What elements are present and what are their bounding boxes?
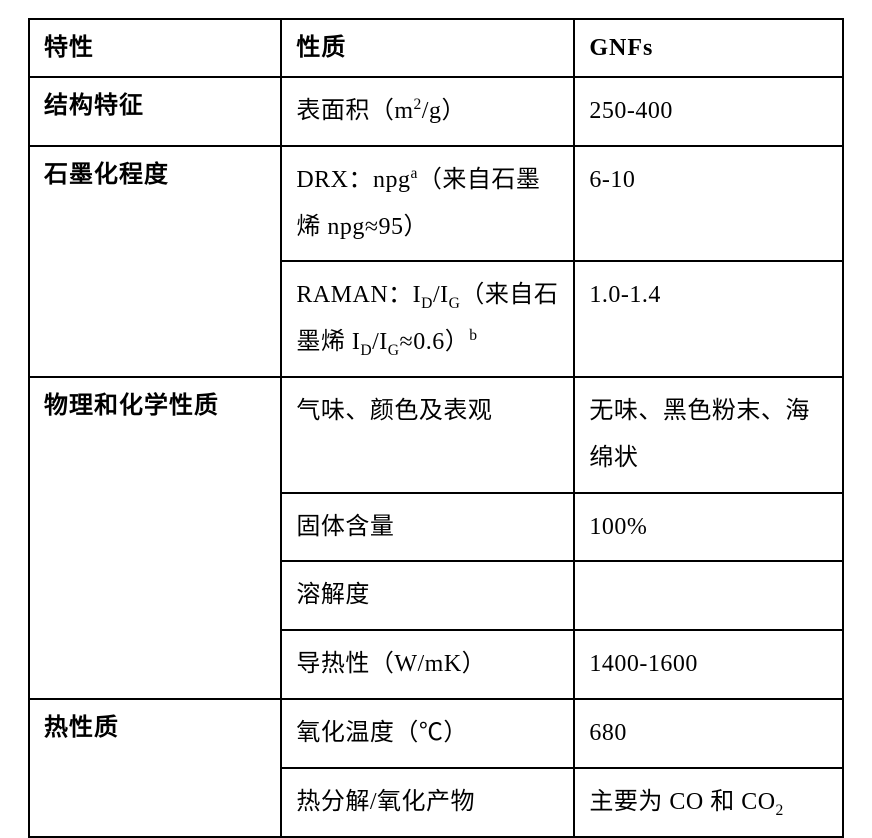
val-solid-content-label: 100%: [589, 514, 647, 540]
section-physchem-label: 物理和化学性质: [44, 392, 219, 419]
section-thermal: 热性质: [29, 699, 281, 837]
section-graphitization-label: 石墨化程度: [44, 161, 169, 188]
header-c2-label: GNFs: [589, 35, 653, 61]
properties-table: 特性 性质 GNFs 结构特征 表面积（m2/g） 250-400: [28, 18, 844, 838]
header-property: 性质: [281, 19, 574, 77]
header-gnfs: GNFs: [574, 19, 843, 77]
prop-solubility-label: 溶解度: [296, 582, 370, 608]
val-drx: 6-10: [574, 146, 843, 262]
header-c1-label: 性质: [296, 34, 346, 61]
val-drx-label: 6-10: [589, 167, 635, 193]
val-oxidation-temp-label: 680: [589, 720, 627, 746]
val-solid-content: 100%: [574, 493, 843, 562]
val-decomposition-label: 主要为 CO 和 CO2: [589, 789, 783, 815]
val-decomposition: 主要为 CO 和 CO2: [574, 768, 843, 837]
prop-solubility: 溶解度: [281, 561, 574, 630]
prop-drx: DRX：npga（来自石墨烯 npg≈95）: [281, 146, 574, 262]
header-c0-label: 特性: [44, 34, 94, 61]
val-surface-area: 250-400: [574, 77, 843, 146]
section-thermal-label: 热性质: [44, 714, 119, 741]
prop-oxidation-temp-label: 氧化温度（℃）: [296, 720, 468, 746]
section-physchem: 物理和化学性质: [29, 377, 281, 699]
val-solubility: [574, 561, 843, 630]
val-raman: 1.0-1.4: [574, 261, 843, 377]
val-thermal-conductivity-label: 1400-1600: [589, 651, 698, 677]
prop-solid-content: 固体含量: [281, 493, 574, 562]
prop-thermal-conductivity-label: 导热性（W/mK）: [296, 651, 486, 677]
prop-appearance: 气味、颜色及表观: [281, 377, 574, 493]
prop-drx-label: DRX：npga（来自石墨烯 npg≈95）: [296, 167, 540, 240]
val-appearance-label: 无味、黑色粉末、海绵状: [589, 398, 810, 471]
val-oxidation-temp: 680: [574, 699, 843, 768]
section-structure: 结构特征: [29, 77, 281, 146]
prop-thermal-conductivity: 导热性（W/mK）: [281, 630, 574, 699]
prop-surface-area: 表面积（m2/g）: [281, 77, 574, 146]
prop-raman-label: RAMAN：ID/IG（来自石墨烯 ID/IG≈0.6）b: [296, 282, 558, 355]
prop-solid-content-label: 固体含量: [296, 514, 394, 540]
val-raman-label: 1.0-1.4: [589, 282, 661, 308]
prop-raman: RAMAN：ID/IG（来自石墨烯 ID/IG≈0.6）b: [281, 261, 574, 377]
val-appearance: 无味、黑色粉末、海绵状: [574, 377, 843, 493]
val-thermal-conductivity: 1400-1600: [574, 630, 843, 699]
prop-surface-area-label: 表面积（m2/g）: [296, 98, 466, 124]
prop-decomposition: 热分解/氧化产物: [281, 768, 574, 837]
header-characteristic: 特性: [29, 19, 281, 77]
section-structure-label: 结构特征: [44, 92, 144, 119]
section-graphitization: 石墨化程度: [29, 146, 281, 377]
val-surface-area-label: 250-400: [589, 98, 673, 124]
prop-decomposition-label: 热分解/氧化产物: [296, 789, 475, 815]
prop-oxidation-temp: 氧化温度（℃）: [281, 699, 574, 768]
prop-appearance-label: 气味、颜色及表观: [296, 398, 492, 424]
